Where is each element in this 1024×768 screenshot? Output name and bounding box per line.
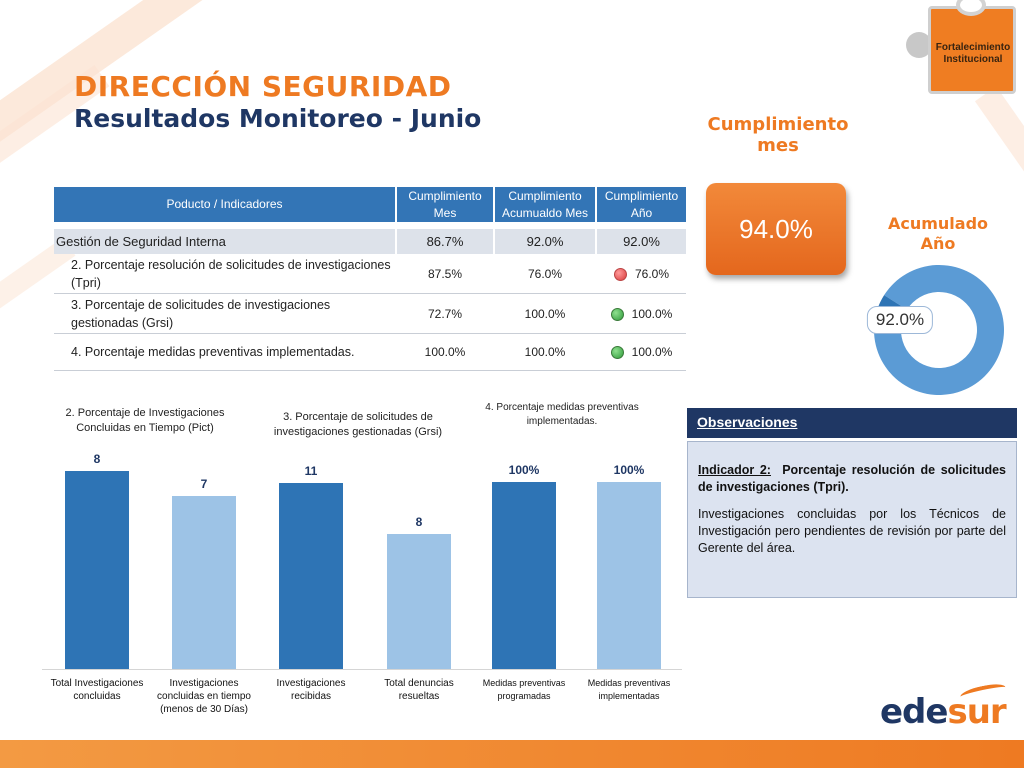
group-acum: 92.0% (526, 234, 564, 249)
indicator-anio-cell: 100.0% (597, 337, 686, 367)
group-anio-cell: 92.0% (597, 229, 686, 254)
edesur-logo: edesur (880, 692, 1007, 732)
chart-title-group-2: 3. Porcentaje de solicitudes de investig… (273, 411, 443, 438)
chart-axis (42, 669, 682, 670)
group-mes: 86.7% (426, 234, 464, 249)
observation-indicator-label: Indicador 2: (698, 463, 771, 477)
bar-value-label: 7 (200, 476, 208, 491)
kpi-mes-label: Cumplimiento mes (707, 114, 849, 156)
header-producto: Poducto / Indicadores (54, 187, 395, 222)
bar (597, 482, 661, 669)
indicator-anio-cell: 76.0% (597, 255, 686, 293)
bar (65, 471, 129, 669)
header-cumplimiento-mes: Cumplimiento Mes (397, 187, 493, 222)
kpi-anio-label: Acumulado Año (887, 214, 989, 253)
footer-bar (0, 740, 1024, 768)
status-red-icon (613, 267, 627, 281)
bar (492, 482, 556, 669)
indicator-label: 4. Porcentaje medidas preventivas implem… (71, 345, 355, 359)
bar-category-label: Investigaciones concluidas en tiempo (me… (157, 678, 251, 715)
bar-category-label: Medidas preventivas programadas (482, 678, 566, 701)
indicator-anio: 100.0% (631, 307, 673, 321)
observations-header: Observaciones (687, 408, 1017, 438)
bar-category-label: Total Investigaciones concluidas (50, 678, 144, 702)
row-separator (54, 293, 686, 294)
puzzle-knob-top-icon (956, 0, 986, 16)
group-row: Gestión de Seguridad Interna (54, 229, 395, 254)
row-separator (54, 370, 686, 371)
donut-value: 92.0% (866, 306, 934, 334)
group-mes-cell: 86.7% (397, 229, 493, 254)
bar (172, 495, 236, 669)
row-separator (54, 333, 686, 334)
status-green-icon (610, 345, 624, 359)
observation-indicator-text: Porcentaje resolución de solicitudes de … (698, 463, 1006, 494)
page-title: DIRECCIÓN SEGURIDAD (74, 70, 452, 103)
decor-stripe (974, 86, 1024, 200)
group-anio: 92.0% (623, 234, 660, 249)
kpi-mes-box: 94.0% (706, 183, 846, 275)
group-label: Gestión de Seguridad Interna (56, 234, 226, 249)
fortalecimiento-logo: Fortalecimiento Institucional (906, 0, 1020, 100)
indicator-acum: 76.0% (527, 267, 563, 281)
indicator-mes: 87.5% (427, 267, 463, 281)
chart-title-group-1: 2. Porcentaje de Investigaciones Conclui… (65, 407, 225, 434)
edesur-logo-right: sur (947, 692, 1006, 732)
bar-category-label: Investigaciones recibidas (276, 678, 346, 702)
kpi-mes-value: 94.0% (739, 213, 813, 244)
indicator-mes: 72.7% (427, 307, 463, 321)
indicator-anio: 76.0% (634, 267, 670, 281)
indicator-label: 3. Porcentaje de solicitudes de investig… (71, 298, 331, 330)
page-subtitle: Resultados Monitoreo - Junio (74, 104, 482, 133)
bar-value-label: 8 (415, 514, 423, 529)
indicator-mes: 100.0% (424, 345, 466, 359)
header-cumplimiento-anio: Cumplimiento Año (597, 187, 686, 222)
chart-title-group-3: 4. Porcentaje medidas preventivas implem… (485, 402, 639, 427)
header-cumplimiento-acumulado: Cumplimiento Acumualdo Mes (495, 187, 595, 222)
bar-category-label: Medidas preventivas implementadas (587, 678, 671, 701)
bar-value-label: 11 (304, 464, 318, 478)
indicator-acum: 100.0% (524, 307, 566, 321)
bar-value-label: 100% (613, 463, 645, 477)
indicator-anio-cell: 100.0% (597, 295, 686, 333)
donut-segment-achieved (874, 265, 1004, 395)
observation-note: Investigaciones concluidas por los Técni… (698, 507, 1006, 555)
bar-category-label: Total denuncias resueltas (384, 678, 454, 702)
bar-value-label: 8 (93, 452, 101, 466)
indicator-label: 2. Porcentaje resolución de solicitudes … (71, 258, 391, 290)
logo-text: Fortalecimiento Institucional (935, 42, 1011, 65)
bar-value-label: 100% (508, 463, 540, 477)
indicator-acum: 100.0% (524, 345, 566, 359)
status-green-icon (610, 307, 624, 321)
bar (279, 483, 343, 669)
observation-indicator: Indicador 2: Porcentaje resolución de so… (698, 462, 1006, 496)
bar (387, 533, 451, 669)
observations-body: Indicador 2: Porcentaje resolución de so… (687, 441, 1017, 598)
indicator-anio: 100.0% (631, 345, 673, 359)
edesur-logo-left: ede (880, 692, 948, 732)
puzzle-knob-icon (906, 32, 932, 58)
group-acum-cell: 92.0% (495, 229, 595, 254)
